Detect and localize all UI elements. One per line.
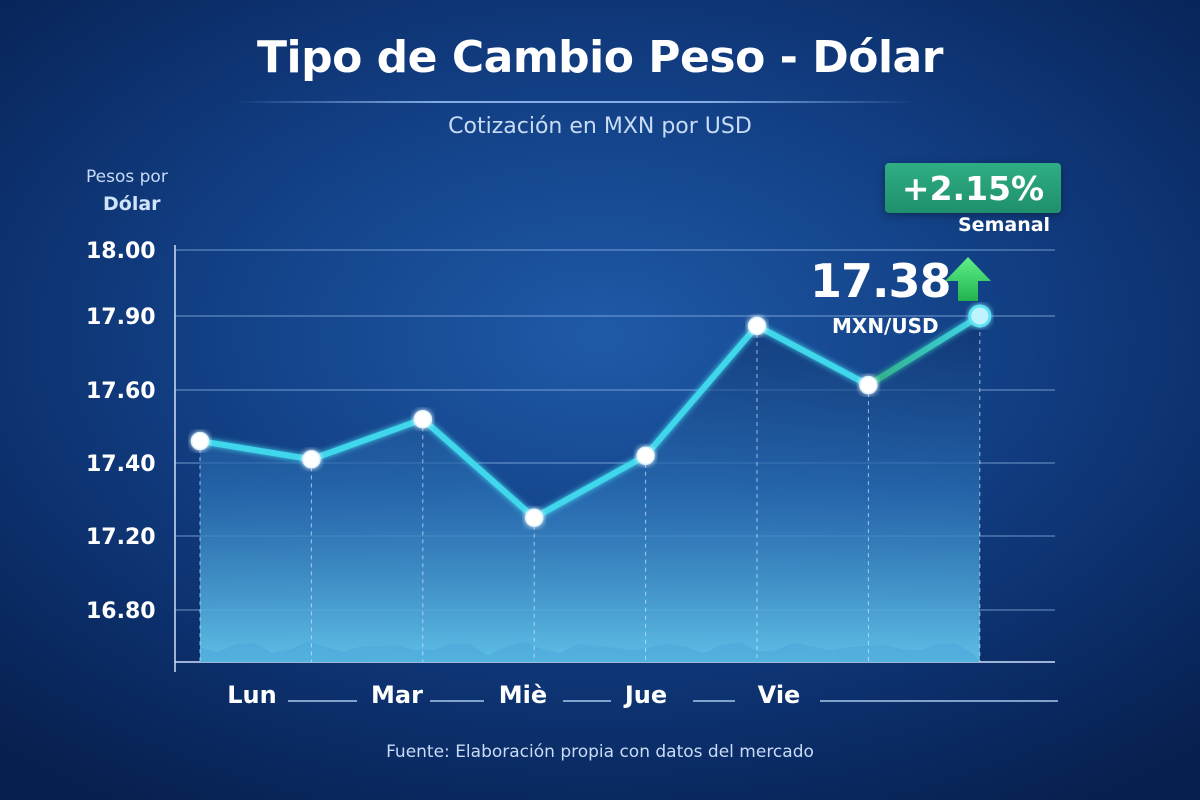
y-tick-label: 17.20 <box>86 525 156 550</box>
data-points <box>190 304 992 527</box>
title-divider <box>235 101 915 103</box>
highlight-data-point <box>968 304 992 328</box>
area-texture <box>200 641 980 662</box>
data-point <box>524 508 544 527</box>
x-tick-label: Miè <box>499 681 547 709</box>
y-tick-label: 18.00 <box>86 239 156 264</box>
chart-title: Tipo de Cambio Peso - Dólar <box>257 32 943 83</box>
x-tick-labels: Lun Mar Miè Jue Vie <box>227 681 1058 709</box>
current-rate-value: 17.38 <box>810 254 952 308</box>
data-point <box>747 316 767 336</box>
y-tick-labels: 18.00 17.90 17.60 17.40 17.20 16.80 <box>86 239 156 624</box>
weekly-change-label: Semanal <box>958 214 1051 236</box>
chart-subtitle: Cotización en MXN por USD <box>448 114 752 139</box>
arrow-up-icon <box>945 257 991 301</box>
point-drop-lines <box>199 316 981 662</box>
y-tick-label: 17.40 <box>86 452 156 477</box>
series-line-last-segment <box>865 313 983 389</box>
x-tick-label: Jue <box>623 681 667 709</box>
current-rate-unit: MXN/USD <box>832 314 939 338</box>
weekly-change-value: +2.15% <box>901 169 1045 208</box>
y-axis-label-line1: Pesos por <box>86 167 168 187</box>
x-tick-label: Vie <box>758 681 801 709</box>
weekly-change-badge: +2.15% <box>885 163 1061 213</box>
source-note: Fuente: Elaboración propia con datos del… <box>386 742 814 762</box>
data-point <box>859 375 878 395</box>
data-point <box>413 409 433 429</box>
x-tick-label: Mar <box>371 681 423 709</box>
y-tick-label: 16.80 <box>86 599 156 624</box>
x-tick-label: Lun <box>227 681 276 709</box>
y-tick-label: 17.60 <box>86 379 156 404</box>
data-point <box>190 431 210 451</box>
y-axis-label-line2: Dólar <box>103 193 161 215</box>
data-point <box>302 450 321 469</box>
y-tick-label: 17.90 <box>86 305 156 330</box>
data-point <box>636 446 655 465</box>
